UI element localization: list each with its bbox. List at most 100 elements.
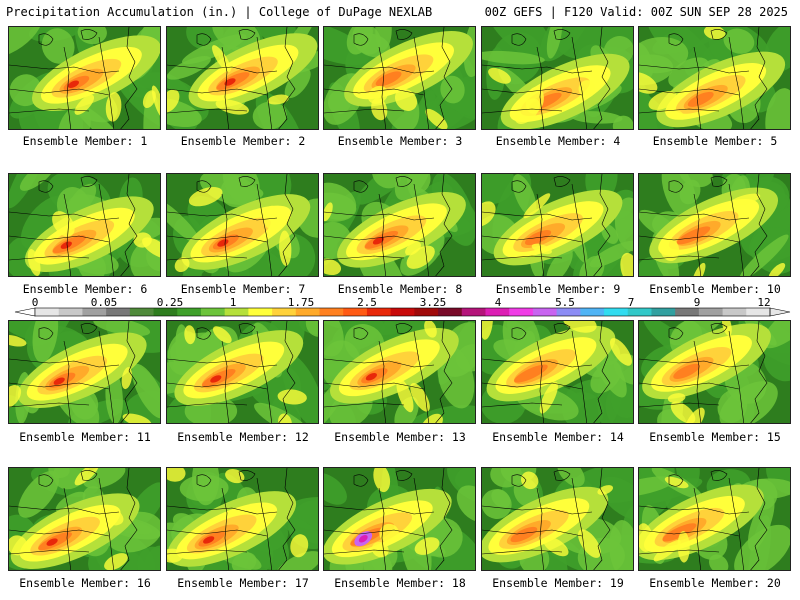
colorbar-swatch bbox=[556, 308, 581, 316]
precip-map bbox=[482, 27, 633, 129]
ensemble-member-map bbox=[8, 173, 161, 277]
ensemble-member-map bbox=[638, 320, 791, 424]
precip-map bbox=[324, 468, 475, 570]
precip-map bbox=[639, 468, 790, 570]
colorbar-swatch bbox=[272, 308, 297, 316]
colorbar-swatch bbox=[106, 308, 131, 316]
colorbar-swatch bbox=[651, 308, 676, 316]
ensemble-member-map bbox=[481, 26, 634, 130]
member-caption: Ensemble Member: 14 bbox=[492, 430, 624, 444]
colorbar-tick-label: 7 bbox=[627, 296, 635, 309]
colorbar-tick-label: 0.25 bbox=[156, 296, 184, 309]
precip-map bbox=[482, 468, 633, 570]
member-caption: Ensemble Member: 4 bbox=[495, 134, 621, 148]
colorbar-swatch bbox=[35, 308, 60, 316]
ensemble-member-map bbox=[166, 173, 319, 277]
ensemble-member-map bbox=[481, 173, 634, 277]
colorbar-swatch bbox=[675, 308, 700, 316]
colorbar-tick-label: 1 bbox=[229, 296, 237, 309]
precip-map bbox=[167, 321, 318, 423]
ensemble-member-map bbox=[323, 26, 476, 130]
colorbar-bar bbox=[14, 307, 791, 317]
member-caption: Ensemble Member: 9 bbox=[495, 282, 621, 296]
ensemble-member-map bbox=[323, 173, 476, 277]
ensemble-member-map bbox=[166, 467, 319, 571]
colorbar-tick-label: 2.5 bbox=[357, 296, 377, 309]
colorbar-swatch bbox=[200, 308, 226, 316]
colorbar-tick-label: 12 bbox=[757, 296, 771, 309]
colorbar-left-arrow bbox=[14, 307, 36, 317]
colorbar-swatch bbox=[746, 308, 771, 316]
ensemble-member-map bbox=[481, 320, 634, 424]
colorbar-swatch bbox=[580, 308, 605, 316]
colorbar-tick-label: 1.75 bbox=[287, 296, 315, 309]
colorbar-swatch bbox=[485, 308, 510, 316]
ensemble-member-map bbox=[638, 173, 791, 277]
colorbar-swatch bbox=[295, 308, 321, 316]
ensemble-member-map bbox=[166, 26, 319, 130]
colorbar-tick-label: 0 bbox=[31, 296, 39, 309]
ensemble-member-map bbox=[8, 320, 161, 424]
ensemble-member-map bbox=[638, 467, 791, 571]
member-caption: Ensemble Member: 13 bbox=[334, 430, 466, 444]
precip-map bbox=[9, 27, 160, 129]
member-caption: Ensemble Member: 12 bbox=[177, 430, 309, 444]
colorbar-swatch bbox=[153, 308, 178, 316]
colorbar-swatch bbox=[319, 308, 344, 316]
colorbar-tick-label: 9 bbox=[693, 296, 701, 309]
colorbar-swatch bbox=[82, 308, 107, 316]
member-caption: Ensemble Member: 3 bbox=[337, 134, 463, 148]
member-caption: Ensemble Member: 6 bbox=[22, 282, 148, 296]
colorbar-swatch bbox=[366, 308, 392, 316]
precip-map bbox=[167, 174, 318, 276]
colorbar: 0 0.05 0.25 1 1.75 2.5 3.25 4 5.5 7 9 12 bbox=[0, 296, 800, 318]
precip-map bbox=[482, 174, 633, 276]
ensemble-member-map bbox=[481, 467, 634, 571]
colorbar-swatch bbox=[224, 308, 249, 316]
member-caption: Ensemble Member: 18 bbox=[334, 576, 466, 590]
ensemble-member-map bbox=[166, 320, 319, 424]
precip-map bbox=[324, 27, 475, 129]
precip-map bbox=[324, 174, 475, 276]
member-caption: Ensemble Member: 17 bbox=[177, 576, 309, 590]
precip-map bbox=[639, 321, 790, 423]
precip-map bbox=[167, 27, 318, 129]
ensemble-member-map bbox=[323, 320, 476, 424]
member-caption: Ensemble Member: 8 bbox=[337, 282, 463, 296]
member-caption: Ensemble Member: 1 bbox=[22, 134, 148, 148]
title-left: Precipitation Accumulation (in.) | Colle… bbox=[6, 5, 433, 19]
colorbar-swatch bbox=[509, 308, 534, 316]
ensemble-member-map bbox=[638, 26, 791, 130]
colorbar-swatch bbox=[532, 308, 558, 316]
precip-map bbox=[324, 321, 475, 423]
ensemble-member-map bbox=[8, 467, 161, 571]
member-caption: Ensemble Member: 10 bbox=[649, 282, 781, 296]
colorbar-swatch bbox=[58, 308, 83, 316]
colorbar-swatch bbox=[722, 308, 747, 316]
colorbar-swatch bbox=[343, 308, 368, 316]
precip-map bbox=[9, 468, 160, 570]
member-caption: Ensemble Member: 16 bbox=[19, 576, 151, 590]
member-caption: Ensemble Member: 19 bbox=[492, 576, 624, 590]
colorbar-swatch bbox=[698, 308, 724, 316]
precip-map bbox=[9, 321, 160, 423]
colorbar-swatch bbox=[177, 308, 202, 316]
member-caption: Ensemble Member: 15 bbox=[649, 430, 781, 444]
precip-map bbox=[639, 174, 790, 276]
precip-map bbox=[167, 468, 318, 570]
colorbar-swatch bbox=[438, 308, 463, 316]
member-caption: Ensemble Member: 2 bbox=[180, 134, 306, 148]
precip-map bbox=[639, 27, 790, 129]
colorbar-swatch bbox=[248, 308, 273, 316]
ensemble-member-map bbox=[8, 26, 161, 130]
precip-map bbox=[482, 321, 633, 423]
colorbar-tick-label: 4 bbox=[494, 296, 502, 309]
colorbar-tick-label: 0.05 bbox=[90, 296, 118, 309]
member-caption: Ensemble Member: 11 bbox=[19, 430, 151, 444]
colorbar-swatch bbox=[390, 308, 415, 316]
colorbar-tick-label: 3.25 bbox=[419, 296, 447, 309]
precip-map bbox=[9, 174, 160, 276]
colorbar-right-arrow bbox=[769, 307, 791, 317]
member-caption: Ensemble Member: 7 bbox=[180, 282, 306, 296]
title-right: 00Z GEFS | F120 Valid: 00Z SUN SEP 28 20… bbox=[484, 5, 788, 19]
